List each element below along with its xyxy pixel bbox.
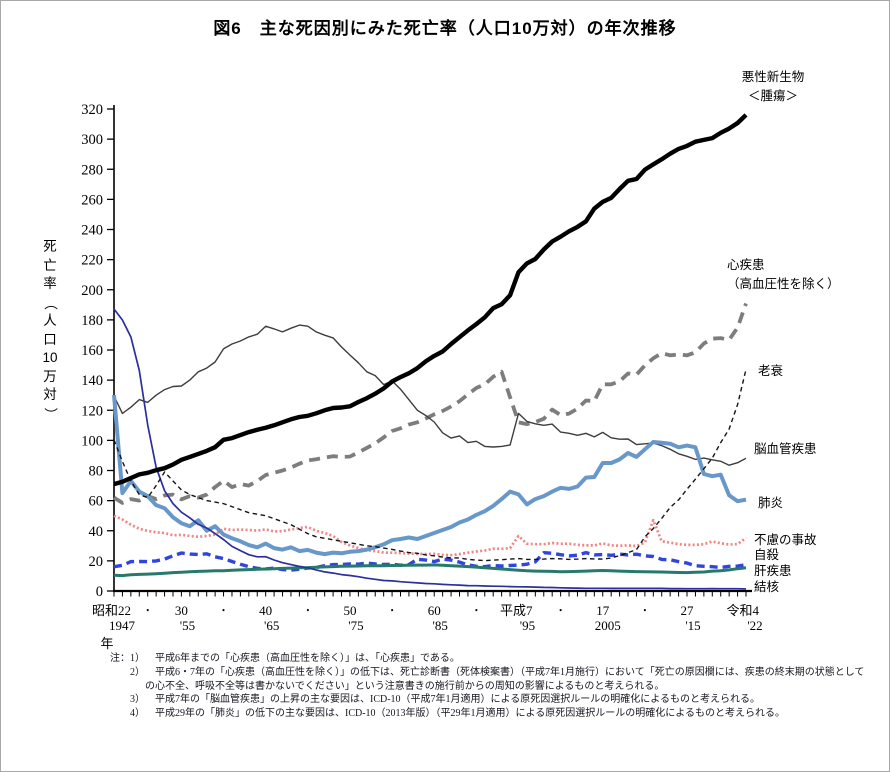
y-tick-label: 320 bbox=[81, 102, 103, 118]
series-label-cerebrovascular-disease: 脳血管疾患 bbox=[754, 441, 817, 456]
y-axis-title-char: ） bbox=[43, 407, 59, 421]
footnote-text: 平成7年の「脳血管疾患」の上昇の主な要因は、ICD-10（平成7年1月適用）によ… bbox=[155, 694, 760, 706]
y-axis-title-char: 率 bbox=[43, 276, 57, 291]
y-tick-label: 60 bbox=[89, 494, 104, 510]
x-era-label: 令和4 bbox=[726, 603, 759, 618]
y-tick-label: 0 bbox=[96, 584, 103, 600]
y-axis-title-char: 人 bbox=[43, 313, 57, 328]
x-year-label: '65 bbox=[264, 618, 279, 633]
y-tick-label: 20 bbox=[89, 554, 104, 570]
x-dot: ・ bbox=[219, 606, 229, 617]
x-era-label: 40 bbox=[259, 603, 272, 618]
x-era-label: 17 bbox=[596, 603, 610, 618]
y-tick-label: 140 bbox=[81, 373, 103, 389]
footnote-text: 平成6年までの「心疾患（高血圧性を除く）」は、「心疾患」である。 bbox=[155, 653, 460, 664]
y-tick-label: 80 bbox=[89, 464, 104, 480]
x-dot: ・ bbox=[556, 606, 566, 617]
y-tick-label: 100 bbox=[81, 433, 103, 449]
y-tick-label: 40 bbox=[89, 524, 104, 540]
x-year-label: '95 bbox=[520, 618, 535, 633]
series-line-liver-disease bbox=[113, 563, 747, 578]
x-year-label: '85 bbox=[433, 618, 448, 633]
footnote-marker: 注：1） bbox=[110, 653, 145, 664]
series-line-tuberculosis bbox=[113, 308, 747, 590]
y-tick-label: 120 bbox=[81, 403, 103, 419]
x-era-label: 30 bbox=[175, 603, 188, 618]
series-label-senility: 老衰 bbox=[758, 363, 784, 378]
x-era-label: 平成7 bbox=[500, 603, 533, 618]
series-label-tuberculosis: 結核 bbox=[754, 580, 780, 594]
x-unit-label: 年 bbox=[100, 636, 113, 651]
x-dot: ・ bbox=[387, 606, 397, 617]
x-dot: ・ bbox=[640, 606, 650, 617]
y-tick-label: 200 bbox=[81, 283, 103, 299]
y-tick-label: 220 bbox=[81, 253, 103, 269]
x-dot: ・ bbox=[143, 606, 153, 617]
chart-svg: 0 20 40 60 80 100 120 140 160 180 200 220 240 260 280 3… bbox=[81, 69, 840, 651]
series-label-pneumonia: 肺炎 bbox=[758, 496, 783, 510]
x-year-label: '22 bbox=[747, 618, 762, 633]
footnotes: 注：1） 平成6年までの「心疾患（高血圧性を除く）」は、「心疾患」である。 2）… bbox=[101, 652, 873, 721]
x-year-label: '75 bbox=[348, 618, 363, 633]
y-axis-title-char: 死 bbox=[43, 239, 57, 254]
series-line-malignant-neoplasms bbox=[113, 113, 748, 487]
y-axis-title-char: 10 bbox=[42, 350, 58, 365]
x-year-label: 2005 bbox=[595, 618, 621, 633]
series-line-cerebrovascular-disease bbox=[113, 324, 747, 466]
y-tick-label: 260 bbox=[81, 192, 103, 208]
series-label-malignant-neoplasms: 悪性新生物 bbox=[742, 69, 805, 84]
figure-title: 図6 主な死因別にみた死亡率（人口10万対）の年次推移 bbox=[213, 19, 677, 38]
x-dot: ・ bbox=[471, 606, 481, 617]
x-era-label: 50 bbox=[343, 603, 356, 618]
y-tick-label: 240 bbox=[81, 223, 103, 239]
series-label-heart-disease: 心疾患 bbox=[727, 257, 765, 272]
x-era-label: 27 bbox=[681, 603, 695, 618]
footnote-1: 注：1） 平成6年までの「心疾患（高血圧性を除く）」は、「心疾患」である。 bbox=[101, 652, 873, 666]
y-tick-label: 180 bbox=[81, 313, 103, 329]
footnote-marker: 2） bbox=[130, 666, 145, 678]
series-line-suicide bbox=[113, 550, 747, 572]
series-line-accidents bbox=[113, 514, 747, 557]
y-tick-label: 300 bbox=[81, 132, 103, 148]
footnote-text: 平成6・7年の「心疾患（高血圧性を除く）」の低下は、死亡診断書（死体検案書）（平… bbox=[145, 666, 865, 692]
x-era-label: 60 bbox=[428, 603, 441, 618]
y-tick-label: 280 bbox=[81, 162, 103, 178]
x-dot: ・ bbox=[303, 606, 313, 617]
series-label-suicide: 自殺 bbox=[754, 548, 780, 562]
series-line-heart-disease bbox=[112, 302, 748, 505]
y-axis-title-char: 亡 bbox=[43, 257, 57, 273]
x-year-label: 1947 bbox=[109, 618, 136, 633]
series-line-pneumonia bbox=[112, 394, 747, 557]
series-label-heart-disease: （高血圧性を除く） bbox=[727, 276, 840, 291]
y-axis-title-char: （ bbox=[43, 296, 59, 310]
footnote-2: 2） 平成6・7年の「心疾患（高血圧性を除く）」の低下は、死亡診断書（死体検案書… bbox=[101, 666, 873, 694]
footnote-marker: 3） bbox=[130, 694, 145, 706]
footnote-marker: 4） bbox=[130, 708, 145, 720]
footnote-3: 3） 平成7年の「脳血管疾患」の上昇の主な要因は、ICD-10（平成7年1月適用… bbox=[101, 693, 873, 707]
footnote-4: 4） 平成29年の「肺炎」の低下の主な要因は、ICD-10（2013年版）（平2… bbox=[101, 707, 873, 721]
x-era-label: 昭和22 bbox=[92, 603, 131, 618]
series-label-malignant-neoplasms: ＜腫瘍＞ bbox=[748, 88, 798, 103]
x-year-label: '15 bbox=[685, 618, 700, 633]
y-axis-title-char: 対 bbox=[43, 387, 57, 402]
y-axis-title-char: 口 bbox=[43, 331, 57, 347]
y-tick-label: 160 bbox=[81, 343, 103, 359]
x-year-label: '55 bbox=[180, 618, 195, 633]
series-label-liver-disease: 肝疾患 bbox=[754, 563, 792, 578]
footnote-text: 平成29年の「肺炎」の低下の主な要因は、ICD-10（2013年版）（平29年1… bbox=[155, 708, 785, 720]
y-axis-title-char: 万 bbox=[43, 368, 57, 384]
series-label-accidents: 不慮の事故 bbox=[754, 532, 817, 547]
y-axis-title: 死 亡 率 （ 人 口 10 万 対 ） bbox=[37, 238, 63, 423]
